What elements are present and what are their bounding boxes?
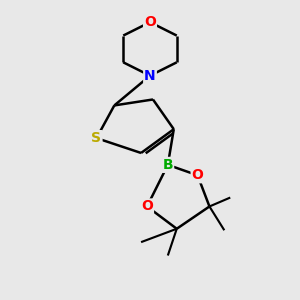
Text: O: O [144, 15, 156, 29]
Text: O: O [192, 168, 203, 182]
Text: S: S [92, 131, 101, 145]
Text: B: B [163, 158, 173, 172]
Text: O: O [141, 200, 153, 214]
Text: N: N [144, 69, 156, 83]
